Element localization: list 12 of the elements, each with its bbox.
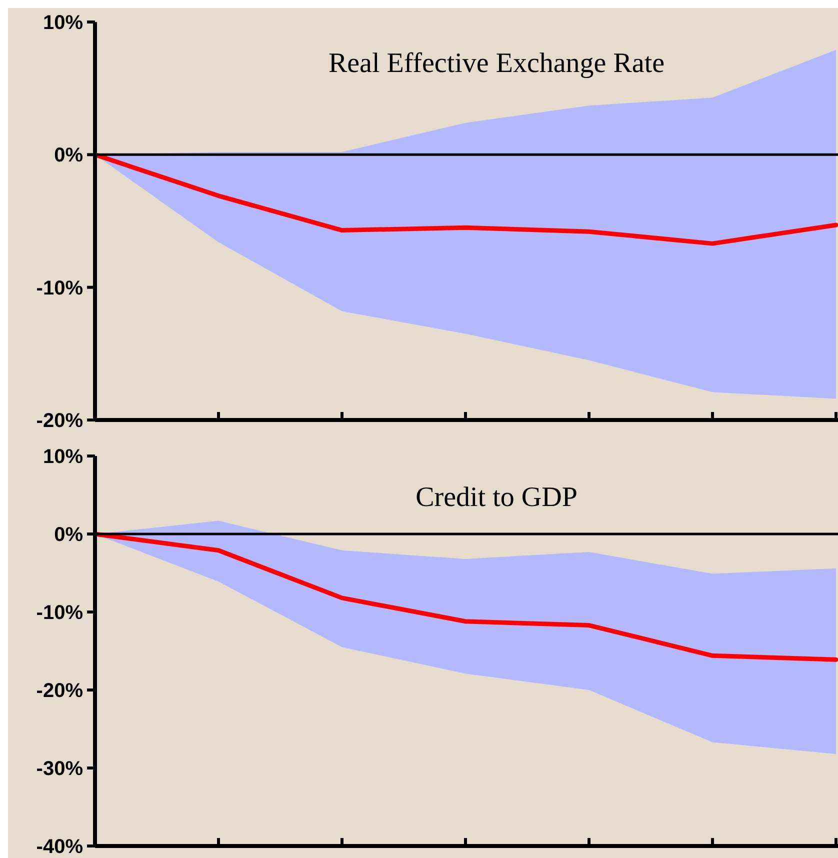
y-tick-label: -30%: [36, 758, 84, 780]
y-tick-label: -40%: [36, 836, 84, 858]
y-tick-label: 10%: [42, 446, 84, 468]
y-tick-label: -10%: [36, 602, 84, 624]
y-tick-label: 10%: [42, 12, 84, 34]
y-tick-label: 0%: [54, 144, 84, 167]
y-tick-label: -20%: [36, 680, 84, 702]
y-tick-label: -10%: [36, 277, 84, 300]
text: Credit to GDP: [416, 482, 578, 513]
y-tick-label: -20%: [36, 410, 84, 432]
y-tick-label: 0%: [54, 524, 84, 546]
text: Real Effective Exchange Rate: [328, 48, 665, 79]
